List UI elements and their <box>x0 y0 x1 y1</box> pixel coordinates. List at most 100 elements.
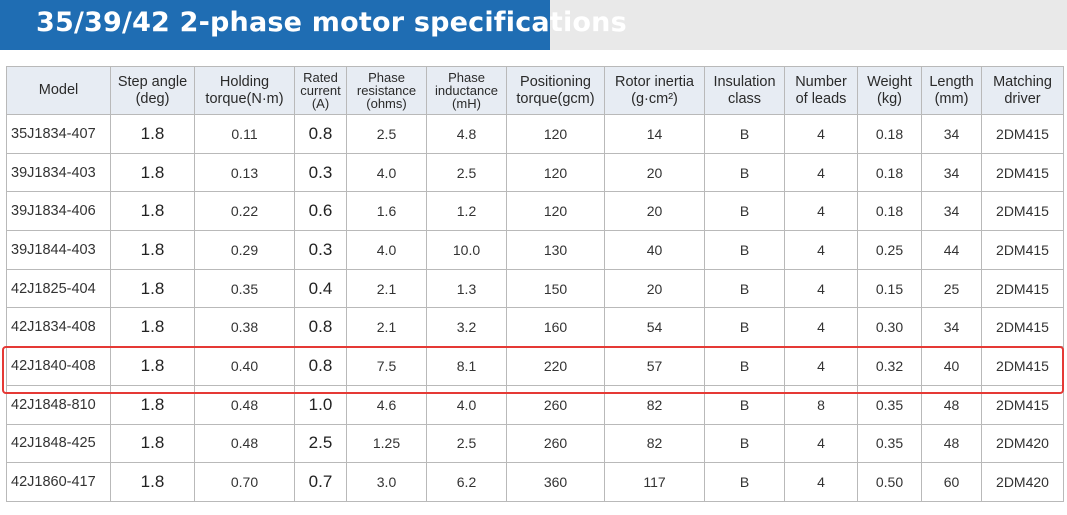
cell-model: 42J1848-425 <box>6 423 111 464</box>
cell-insulation-class: B <box>704 114 785 154</box>
cell-number-of-leads: 4 <box>784 114 858 154</box>
cell-rated-current: 0.4 <box>294 268 347 309</box>
cell-positioning-torque: 150 <box>506 268 605 309</box>
cell-matching-driver: 2DM415 <box>981 152 1064 193</box>
cell-phase-inductance: 4.0 <box>426 384 507 425</box>
cell-positioning-torque: 260 <box>506 423 605 464</box>
cell-phase-resistance: 2.1 <box>346 307 427 348</box>
cell-rated-current: 0.8 <box>294 346 347 386</box>
cell-weight: 0.18 <box>857 114 922 154</box>
table-row: 42J1848-810 1.8 0.48 1.0 4.6 4.0 260 82 B 8 0.35 48… <box>6 384 1064 425</box>
table-row: 42J1834-408 1.8 0.38 0.8 2.1 3.2 160 54 B 4 0.30 34… <box>6 307 1064 348</box>
cell-phase-inductance: 8.1 <box>426 346 507 386</box>
cell-holding-torque: 0.13 <box>194 152 295 193</box>
table-row: 39J1844-403 1.8 0.29 0.3 4.0 10.0 130 40 B 4 0.25 4… <box>6 230 1064 270</box>
table-row: 42J1848-425 1.8 0.48 2.5 1.25 2.5 260 82 B 4 0.35 4… <box>6 423 1064 464</box>
cell-insulation-class: B <box>704 268 785 309</box>
cell-rated-current: 2.5 <box>294 423 347 464</box>
table-row: 42J1825-404 1.8 0.35 0.4 2.1 1.3 150 20 B 4 0.15 25… <box>6 268 1064 309</box>
cell-phase-resistance: 1.25 <box>346 423 427 464</box>
cell-weight: 0.35 <box>857 423 922 464</box>
cell-weight: 0.30 <box>857 307 922 348</box>
cell-insulation-class: B <box>704 230 785 270</box>
cell-positioning-torque: 120 <box>506 152 605 193</box>
cell-step-angle: 1.8 <box>110 152 195 193</box>
cell-number-of-leads: 4 <box>784 462 858 502</box>
cell-step-angle: 1.8 <box>110 230 195 270</box>
cell-step-angle: 1.8 <box>110 114 195 154</box>
cell-weight: 0.15 <box>857 268 922 309</box>
cell-model: 42J1840-408 <box>6 346 111 386</box>
cell-holding-torque: 0.22 <box>194 191 295 232</box>
cell-step-angle: 1.8 <box>110 191 195 232</box>
cell-matching-driver: 2DM415 <box>981 346 1064 386</box>
cell-length: 60 <box>921 462 982 502</box>
cell-rated-current: 0.8 <box>294 307 347 348</box>
cell-phase-inductance: 1.2 <box>426 191 507 232</box>
table-row: 39J1834-403 1.8 0.13 0.3 4.0 2.5 120 20 B 4 0.18 34… <box>6 152 1064 193</box>
cell-holding-torque: 0.48 <box>194 423 295 464</box>
cell-weight: 0.18 <box>857 152 922 193</box>
table-row: 42J1840-408 1.8 0.40 0.8 7.5 8.1 220 57 B 4 0.32 40… <box>6 346 1064 386</box>
cell-insulation-class: B <box>704 346 785 386</box>
cell-rotor-inertia: 82 <box>604 384 705 425</box>
cell-holding-torque: 0.40 <box>194 346 295 386</box>
cell-insulation-class: B <box>704 191 785 232</box>
motor-spec-table: Model Step angle (deg) Holding torque(N·m)… <box>6 66 1064 502</box>
cell-step-angle: 1.8 <box>110 268 195 309</box>
cell-model: 39J1834-403 <box>6 152 111 193</box>
header-insulation-class: Insulation class <box>704 66 785 115</box>
cell-number-of-leads: 4 <box>784 152 858 193</box>
cell-positioning-torque: 260 <box>506 384 605 425</box>
header-rated-current: Rated current (A) <box>294 66 347 115</box>
cell-weight: 0.50 <box>857 462 922 502</box>
cell-rotor-inertia: 57 <box>604 346 705 386</box>
cell-model: 42J1825-404 <box>6 268 111 309</box>
cell-insulation-class: B <box>704 307 785 348</box>
table-header-row: Model Step angle (deg) Holding torque(N·m)… <box>6 66 1064 115</box>
header-length: Length (mm) <box>921 66 982 115</box>
cell-phase-inductance: 2.5 <box>426 423 507 464</box>
cell-rotor-inertia: 54 <box>604 307 705 348</box>
cell-phase-resistance: 2.1 <box>346 268 427 309</box>
cell-holding-torque: 0.48 <box>194 384 295 425</box>
cell-phase-inductance: 10.0 <box>426 230 507 270</box>
cell-length: 34 <box>921 191 982 232</box>
cell-step-angle: 1.8 <box>110 346 195 386</box>
cell-rotor-inertia: 20 <box>604 268 705 309</box>
cell-matching-driver: 2DM420 <box>981 423 1064 464</box>
cell-number-of-leads: 4 <box>784 191 858 232</box>
page-title: 35/39/42 2-phase motor specifications <box>36 7 627 38</box>
cell-number-of-leads: 8 <box>784 384 858 425</box>
header-number-of-leads: Number of leads <box>784 66 858 115</box>
cell-phase-inductance: 2.5 <box>426 152 507 193</box>
title-banner: 35/39/42 2-phase motor specifications <box>0 0 627 50</box>
cell-rated-current: 0.3 <box>294 230 347 270</box>
header-step-angle: Step angle (deg) <box>110 66 195 115</box>
cell-insulation-class: B <box>704 152 785 193</box>
cell-step-angle: 1.8 <box>110 423 195 464</box>
cell-step-angle: 1.8 <box>110 384 195 425</box>
cell-phase-inductance: 3.2 <box>426 307 507 348</box>
cell-number-of-leads: 4 <box>784 268 858 309</box>
cell-holding-torque: 0.11 <box>194 114 295 154</box>
cell-rotor-inertia: 40 <box>604 230 705 270</box>
cell-holding-torque: 0.29 <box>194 230 295 270</box>
cell-phase-resistance: 2.5 <box>346 114 427 154</box>
cell-matching-driver: 2DM415 <box>981 230 1064 270</box>
cell-matching-driver: 2DM415 <box>981 307 1064 348</box>
cell-model: 42J1848-810 <box>6 384 111 425</box>
cell-number-of-leads: 4 <box>784 230 858 270</box>
cell-positioning-torque: 130 <box>506 230 605 270</box>
cell-weight: 0.18 <box>857 191 922 232</box>
cell-positioning-torque: 120 <box>506 191 605 232</box>
cell-positioning-torque: 220 <box>506 346 605 386</box>
table-row: 42J1860-417 1.8 0.70 0.7 3.0 6.2 360 117 B 4 0.50 6… <box>6 462 1064 502</box>
cell-phase-inductance: 4.8 <box>426 114 507 154</box>
cell-weight: 0.35 <box>857 384 922 425</box>
cell-phase-resistance: 4.6 <box>346 384 427 425</box>
cell-number-of-leads: 4 <box>784 346 858 386</box>
cell-rated-current: 0.7 <box>294 462 347 502</box>
cell-rated-current: 0.8 <box>294 114 347 154</box>
cell-length: 44 <box>921 230 982 270</box>
